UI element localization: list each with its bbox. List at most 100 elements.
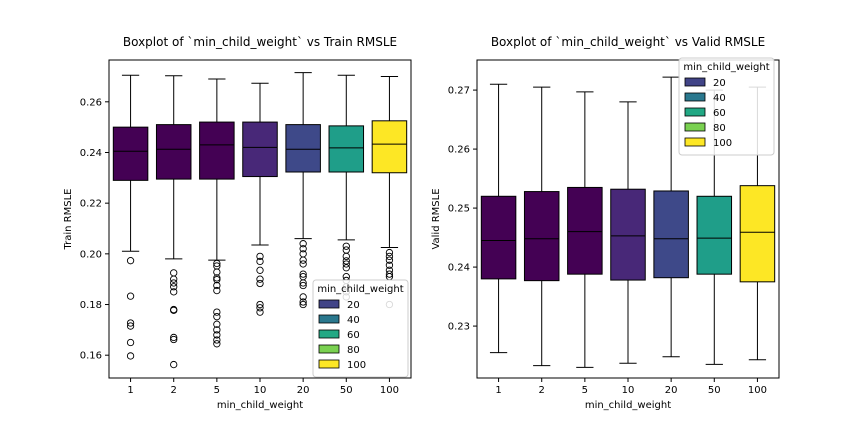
x-tick-label: 50 — [340, 385, 353, 396]
outlier-point — [126, 322, 135, 330]
x-tick-label: 10 — [254, 385, 267, 396]
y-tick-label: 0.26 — [448, 145, 470, 156]
x-tick-label: 100 — [748, 385, 767, 396]
legend-title: min_child_weight — [317, 284, 403, 295]
legend-swatch — [684, 92, 706, 102]
outlier-point — [299, 298, 307, 306]
box-body — [567, 186, 603, 275]
outlier-point — [213, 281, 221, 290]
outlier-point — [256, 275, 264, 283]
legend-label: 80 — [347, 345, 360, 356]
x-tick-label: 5 — [582, 385, 588, 396]
outlier-point — [213, 320, 221, 328]
x-tick-label: 50 — [708, 385, 721, 396]
box-20 — [653, 76, 689, 358]
box-body — [523, 191, 560, 282]
x-tick-label: 5 — [214, 385, 220, 396]
outlier-point — [126, 352, 135, 360]
box-1 — [112, 74, 149, 360]
legend-label: 100 — [713, 138, 732, 149]
outlier-point — [299, 300, 307, 309]
box-100 — [739, 86, 776, 361]
box-1 — [480, 83, 517, 354]
box-body — [610, 188, 646, 281]
outlier-point — [256, 304, 264, 312]
box-50 — [328, 74, 365, 301]
legend-label: 20 — [713, 78, 726, 89]
box-10 — [242, 82, 278, 316]
legend-label: 80 — [713, 123, 726, 134]
chart-title: Boxplot of `min_child_weight` vs Train R… — [123, 35, 397, 49]
x-tick-label: 20 — [297, 385, 310, 396]
y-tick-label: 0.18 — [80, 300, 102, 311]
outlier-point — [170, 360, 178, 369]
outlier-point — [213, 268, 221, 276]
outlier-point — [126, 319, 135, 327]
outlier-point — [170, 306, 178, 314]
y-tick-label: 0.24 — [80, 148, 102, 159]
legend-swatch — [318, 314, 340, 324]
outlier-point — [213, 313, 221, 321]
outlier-point — [170, 283, 178, 291]
box-10 — [610, 101, 646, 364]
outlier-point — [256, 257, 264, 266]
box-20 — [285, 72, 321, 309]
legend-label: 40 — [347, 315, 360, 326]
outlier-point — [213, 331, 221, 339]
y-tick-label: 0.22 — [80, 199, 102, 210]
outlier-point — [170, 288, 178, 296]
x-axis-label: min_child_weight — [217, 400, 303, 411]
outlier-point — [213, 336, 221, 344]
box-body — [371, 120, 408, 174]
outlier-point — [170, 335, 178, 344]
outlier-point — [213, 259, 221, 268]
outlier-point — [170, 333, 178, 342]
outlier-point — [385, 248, 394, 257]
legend-label: 60 — [713, 108, 726, 119]
legend-swatch — [684, 137, 706, 147]
x-tick-label: 1 — [127, 385, 133, 396]
outlier-point — [170, 279, 178, 287]
legend-swatch — [684, 77, 706, 87]
outlier-point — [342, 264, 350, 272]
outlier-point — [213, 340, 221, 348]
outlier-point — [299, 270, 307, 278]
outlier-point — [299, 256, 307, 264]
y-axis-label: Train RMSLE — [63, 189, 74, 251]
outlier-point — [299, 281, 307, 290]
legend-title: min_child_weight — [683, 62, 769, 73]
y-tick-label: 0.27 — [448, 86, 470, 97]
outlier-point — [213, 274, 221, 282]
y-tick-label: 0.20 — [80, 249, 102, 260]
legend-label: 60 — [347, 330, 360, 341]
outlier-point — [342, 246, 350, 254]
outlier-point — [213, 286, 221, 295]
outlier-point — [256, 279, 264, 288]
outlier-point — [299, 240, 307, 248]
legend: min_child_weight 20 40 60 80 100 — [312, 279, 409, 378]
box-body — [696, 195, 733, 275]
outlier-point — [213, 326, 221, 334]
outlier-point — [126, 257, 135, 265]
chart-title: Boxplot of `min_child_weight` vs Valid R… — [491, 35, 765, 49]
outlier-point — [385, 256, 394, 264]
outlier-point — [170, 275, 178, 283]
outlier-point — [299, 293, 307, 301]
outlier-point — [126, 292, 135, 300]
box-body — [328, 125, 365, 173]
box-body — [112, 126, 149, 181]
box-2 — [155, 75, 192, 369]
outlier-point — [385, 261, 394, 269]
box-body — [653, 190, 689, 279]
legend-swatch — [318, 359, 340, 369]
legend-swatch — [318, 344, 340, 354]
outlier-point — [256, 252, 264, 261]
y-tick-label: 0.23 — [448, 322, 470, 333]
box-5 — [199, 78, 235, 348]
x-tick-label: 2 — [171, 385, 177, 396]
legend-label: 40 — [713, 93, 726, 104]
box-2 — [523, 86, 560, 367]
outlier-point — [342, 242, 350, 250]
legend-swatch — [318, 299, 340, 309]
outlier-point — [256, 308, 264, 316]
